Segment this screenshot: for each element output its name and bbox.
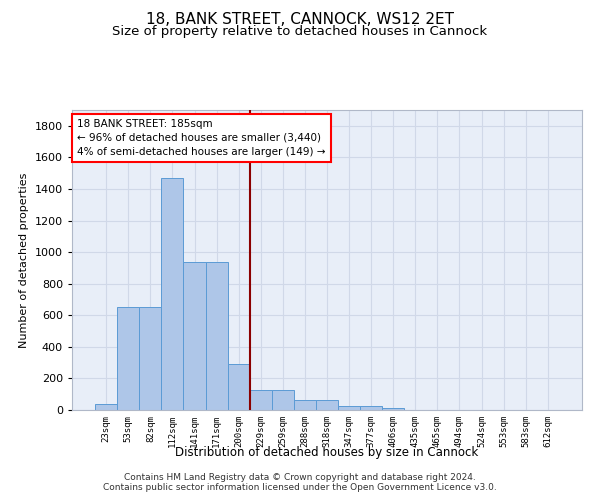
Bar: [139, 308, 161, 410]
Bar: [117, 308, 139, 410]
Text: Distribution of detached houses by size in Cannock: Distribution of detached houses by size …: [175, 446, 479, 459]
Bar: [250, 390, 272, 410]
Text: Contains public sector information licensed under the Open Government Licence v3: Contains public sector information licen…: [103, 484, 497, 492]
Bar: [227, 364, 250, 410]
Bar: [161, 178, 184, 410]
Bar: [360, 406, 382, 410]
Y-axis label: Number of detached properties: Number of detached properties: [19, 172, 29, 348]
Bar: [184, 262, 206, 410]
Bar: [316, 400, 338, 410]
Text: Contains HM Land Registry data © Crown copyright and database right 2024.: Contains HM Land Registry data © Crown c…: [124, 472, 476, 482]
Bar: [95, 404, 117, 410]
Text: 18, BANK STREET, CANNOCK, WS12 2ET: 18, BANK STREET, CANNOCK, WS12 2ET: [146, 12, 454, 28]
Text: 18 BANK STREET: 185sqm
← 96% of detached houses are smaller (3,440)
4% of semi-d: 18 BANK STREET: 185sqm ← 96% of detached…: [77, 119, 326, 157]
Bar: [338, 406, 360, 410]
Bar: [294, 400, 316, 410]
Text: Size of property relative to detached houses in Cannock: Size of property relative to detached ho…: [112, 25, 488, 38]
Bar: [272, 390, 294, 410]
Bar: [382, 408, 404, 410]
Bar: [206, 262, 227, 410]
